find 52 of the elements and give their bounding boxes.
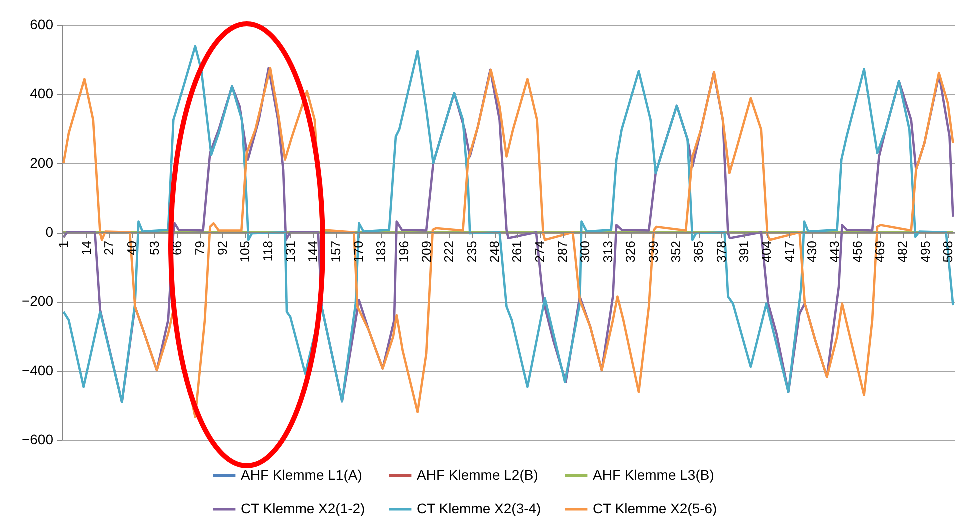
x-tick-label: 378 <box>714 241 729 263</box>
x-tick-label: 352 <box>668 241 684 263</box>
x-tick-label: 118 <box>260 241 276 262</box>
x-tick-label: 53 <box>146 241 162 256</box>
x-tick-label: 1 <box>56 241 72 248</box>
x-tick-label: 248 <box>487 241 502 263</box>
x-tick-label: 222 <box>442 241 457 263</box>
y-tick-label: 200 <box>30 154 54 171</box>
x-tick-label: 183 <box>374 241 389 263</box>
y-tick-label: 400 <box>30 86 54 102</box>
x-tick-label: 443 <box>827 241 842 263</box>
y-tick-label: −600 <box>22 432 54 448</box>
x-tick-label: 40 <box>124 241 140 256</box>
x-tick-label: 430 <box>804 241 820 263</box>
x-tick-label: 508 <box>940 241 956 263</box>
legend-label: AHF Klemme L1(A) <box>241 466 362 483</box>
x-tick-label: 300 <box>578 241 593 263</box>
x-tick-label: 157 <box>328 241 344 263</box>
x-tick-label: 313 <box>600 241 616 263</box>
x-tick-label: 170 <box>351 241 366 263</box>
x-tick-label: 287 <box>555 241 570 263</box>
y-tick-label: 0 <box>46 224 54 240</box>
x-tick-label: 482 <box>895 241 910 263</box>
x-tick-label: 339 <box>646 241 661 263</box>
x-tick-label: 365 <box>691 241 706 263</box>
x-tick-label: 404 <box>759 241 774 263</box>
x-tick-label: 196 <box>396 241 412 263</box>
legend-label: AHF Klemme L2(B) <box>417 466 538 483</box>
x-tick-label: 131 <box>282 241 298 263</box>
x-tick-label: 274 <box>532 241 548 263</box>
x-tick-label: 469 <box>872 241 888 263</box>
x-tick-label: 261 <box>510 241 525 263</box>
x-tick-label: 14 <box>78 241 94 256</box>
x-tick-label: 391 <box>736 241 752 263</box>
legend-label: CT Klemme X2(1-2) <box>241 500 366 516</box>
x-tick-label: 417 <box>782 241 797 263</box>
x-tick-label: 456 <box>850 241 865 263</box>
x-tick-label: 235 <box>464 241 480 263</box>
x-tick-label: 144 <box>306 241 321 263</box>
x-tick-label: 495 <box>918 241 933 263</box>
y-tick-label: 600 <box>30 16 54 32</box>
x-tick-label: 27 <box>102 241 117 256</box>
legend-label: CT Klemme X2(3-4) <box>417 500 542 516</box>
legend-label: CT Klemme X2(5-6) <box>593 500 718 516</box>
x-tick-label: 326 <box>623 241 638 263</box>
y-tick-label: −400 <box>22 362 54 378</box>
x-tick-label: 105 <box>238 241 253 263</box>
legend-label: AHF Klemme L3(B) <box>593 466 714 483</box>
x-tick-label: 209 <box>419 241 434 263</box>
y-tick-label: −200 <box>22 293 54 310</box>
x-tick-label: 92 <box>214 241 230 256</box>
x-tick-label: 79 <box>192 241 208 256</box>
